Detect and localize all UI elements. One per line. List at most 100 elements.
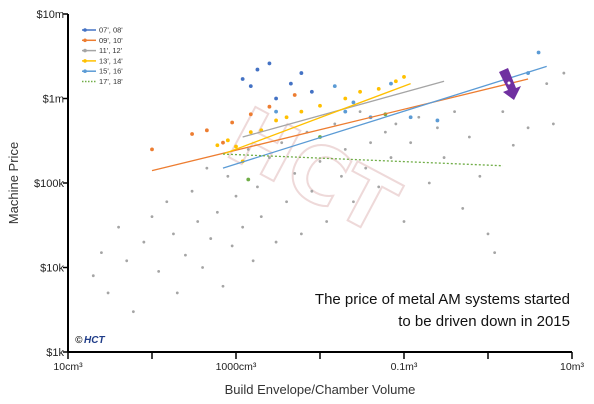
data-point — [562, 71, 566, 75]
data-point — [274, 240, 278, 244]
y-tick-label: $100k — [34, 178, 64, 190]
data-point — [394, 122, 398, 126]
data-point — [248, 84, 253, 89]
trend-line — [151, 78, 529, 172]
data-point — [100, 251, 103, 255]
data-point — [230, 120, 235, 125]
data-point — [417, 115, 421, 119]
data-point — [117, 225, 120, 229]
data-point — [267, 104, 272, 109]
data-point — [248, 112, 253, 117]
legend-label: 13', 14' — [99, 56, 123, 65]
data-point — [493, 251, 497, 255]
x-tick-label: 0.1m³ — [391, 361, 418, 373]
legend-label: 17', 18' — [99, 77, 123, 86]
data-point — [364, 166, 368, 170]
data-point — [332, 84, 337, 89]
data-point — [343, 96, 348, 101]
data-point — [352, 200, 355, 204]
data-point — [230, 244, 234, 248]
data-point — [204, 128, 209, 133]
legend-swatch-marker — [83, 38, 87, 43]
data-point — [165, 200, 169, 204]
annotation-line-2: to be driven down in 2015 — [398, 313, 570, 330]
legend-swatch-marker — [83, 69, 87, 73]
copyright-brand: HCT — [84, 335, 105, 346]
data-point — [259, 215, 263, 219]
y-tick-label: $1k — [46, 347, 64, 359]
data-point — [251, 259, 255, 263]
data-point — [201, 266, 204, 269]
data-point — [256, 185, 259, 189]
data-point — [267, 61, 272, 66]
data-point — [461, 207, 465, 210]
data-point — [369, 141, 372, 145]
data-point — [310, 189, 314, 193]
data-point — [274, 96, 278, 101]
legend-swatch-marker — [83, 59, 87, 63]
legend-label: 11', 12' — [99, 46, 123, 55]
data-point — [150, 147, 154, 152]
data-point — [150, 215, 154, 219]
data-point — [435, 118, 440, 123]
y-tick-label: $1m — [43, 94, 64, 106]
data-point — [526, 126, 530, 130]
data-point — [340, 174, 343, 178]
y-axis-title: Machine Price — [6, 142, 21, 224]
x-tick-label: 10m³ — [560, 361, 584, 373]
copyright-mark: © HCT — [75, 335, 105, 346]
y-tick-label: $10k — [40, 263, 64, 275]
legend-swatch-marker — [83, 28, 87, 32]
data-point — [234, 194, 238, 198]
data-point — [274, 109, 278, 114]
data-point — [246, 147, 250, 151]
x-tick-label: 10cm³ — [53, 361, 83, 373]
data-point — [288, 81, 293, 86]
data-point — [409, 141, 413, 145]
legend-label: 15', 16' — [99, 67, 123, 76]
data-point — [226, 174, 230, 178]
data-point — [333, 122, 337, 126]
data-point — [157, 269, 161, 273]
data-point — [221, 140, 225, 145]
data-point — [309, 89, 314, 94]
legend-swatch-marker — [83, 48, 87, 53]
data-point — [285, 200, 288, 204]
data-point — [215, 210, 219, 214]
data-point — [284, 115, 289, 120]
data-point — [551, 122, 555, 126]
data-point — [501, 110, 505, 113]
data-point — [190, 189, 194, 193]
data-point — [453, 110, 456, 113]
data-point — [125, 259, 129, 263]
data-points — [91, 50, 566, 314]
data-point — [274, 118, 278, 123]
annotation-line-1: The price of metal AM systems started — [315, 291, 570, 308]
data-point — [536, 50, 541, 55]
data-point — [436, 126, 439, 130]
data-point — [196, 220, 200, 223]
data-point — [246, 177, 251, 182]
data-point — [268, 156, 271, 159]
data-point — [255, 67, 260, 72]
trend-lines — [151, 65, 547, 172]
data-point — [234, 144, 238, 149]
data-point — [215, 143, 220, 148]
data-point — [486, 232, 490, 236]
copyright-symbol: © — [75, 335, 83, 346]
data-point — [205, 166, 209, 170]
data-point — [442, 156, 446, 159]
data-point — [358, 89, 362, 94]
data-point — [292, 93, 297, 97]
legend: 07', 08'09', 10'11', 12'13', 14' 15', 16'… — [82, 26, 123, 86]
data-point — [376, 86, 381, 91]
data-point — [408, 115, 413, 120]
data-point — [318, 160, 322, 163]
data-point — [142, 240, 146, 244]
data-point — [377, 185, 381, 189]
data-point — [389, 81, 393, 86]
data-point — [358, 110, 362, 113]
x-axis-title: Build Envelope/Chamber Volume — [225, 382, 416, 397]
data-point — [545, 82, 549, 86]
data-point — [280, 141, 284, 145]
